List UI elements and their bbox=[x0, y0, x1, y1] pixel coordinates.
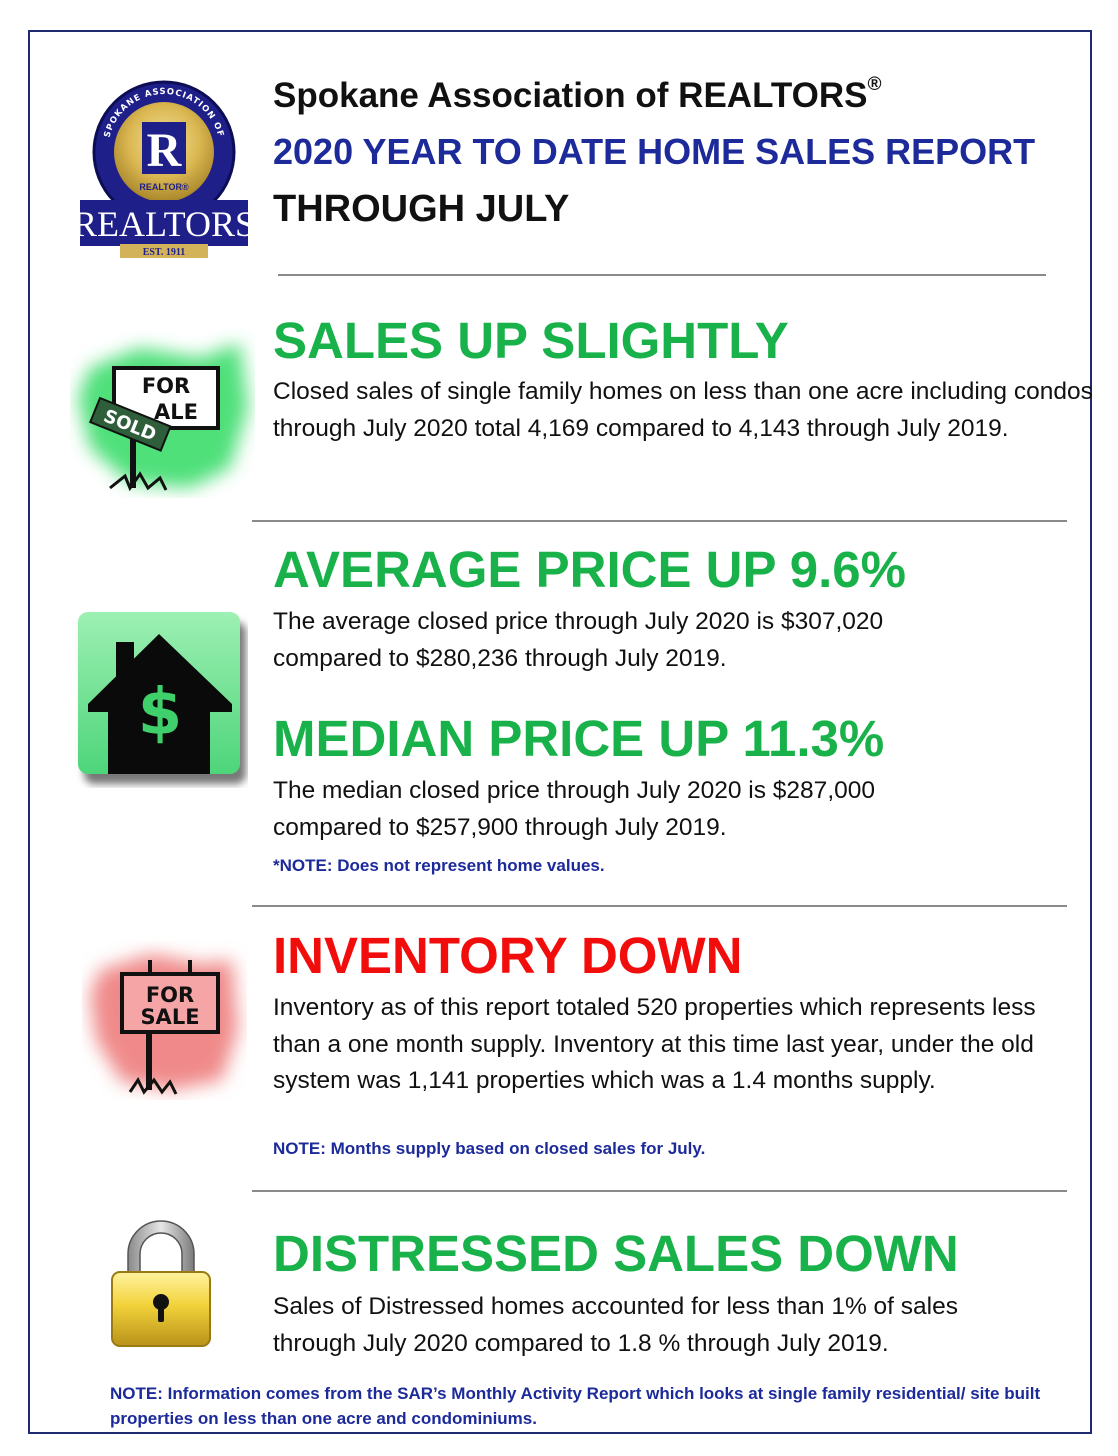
report-title: 2020 YEAR TO DATE HOME SALES REPORT bbox=[273, 131, 1036, 172]
org-name: Spokane Association of REALTORS® bbox=[273, 74, 882, 115]
for-sale-sign-top: FOR bbox=[146, 983, 194, 1007]
section-divider-3 bbox=[252, 1190, 1067, 1192]
page-frame bbox=[28, 30, 1092, 1434]
realtors-logo: SPOKANE ASSOCIATION OF R REALTOR® REALTO… bbox=[78, 80, 250, 258]
sold-sign-bottom: ALE bbox=[154, 400, 198, 424]
inventory-heading: INVENTORY DOWN bbox=[273, 927, 743, 984]
logo-est: EST. 1911 bbox=[143, 247, 186, 258]
for-sale-sign-icon: FOR SALE bbox=[90, 954, 238, 1095]
section-divider-2 bbox=[252, 905, 1067, 907]
report-period: THROUGH JULY bbox=[273, 188, 570, 230]
footer-note: NOTE: Information comes from the SAR’s M… bbox=[110, 1384, 1041, 1428]
dollar-symbol: $ bbox=[138, 676, 183, 750]
padlock-icon bbox=[111, 1220, 211, 1347]
for-sale-sign-bottom: SALE bbox=[140, 1005, 199, 1029]
section-divider-1 bbox=[252, 520, 1067, 522]
logo-letter: R bbox=[147, 124, 183, 177]
logo-banner: REALTORS bbox=[78, 204, 250, 244]
median-heading: MEDIAN PRICE UP 11.3% bbox=[273, 710, 885, 767]
inventory-note: NOTE: Months supply based on closed sale… bbox=[273, 1139, 706, 1158]
inventory-body: Inventory as of this report totaled 520 … bbox=[273, 994, 1036, 1094]
registered-mark: ® bbox=[867, 74, 882, 96]
median-note: *NOTE: Does not represent home values. bbox=[273, 856, 605, 875]
median-body: The median closed price through July 202… bbox=[273, 777, 875, 841]
distressed-heading: DISTRESSED SALES DOWN bbox=[273, 1225, 959, 1282]
average-body: The average closed price through July 20… bbox=[273, 608, 884, 672]
distressed-body: Sales of Distressed homes accounted for … bbox=[273, 1293, 958, 1357]
logo-small-label: REALTOR® bbox=[139, 182, 189, 192]
sales-heading: SALES UP SLIGHTLY bbox=[273, 312, 789, 369]
sold-sign-icon: FOR ALE SOLD bbox=[78, 343, 248, 492]
sold-sign-top: FOR bbox=[142, 374, 190, 398]
sales-body: Closed sales of single family homes on l… bbox=[273, 378, 1093, 442]
average-heading: AVERAGE PRICE UP 9.6% bbox=[273, 541, 906, 598]
house-dollar-icon: $ bbox=[78, 612, 246, 784]
header-divider bbox=[278, 274, 1046, 276]
